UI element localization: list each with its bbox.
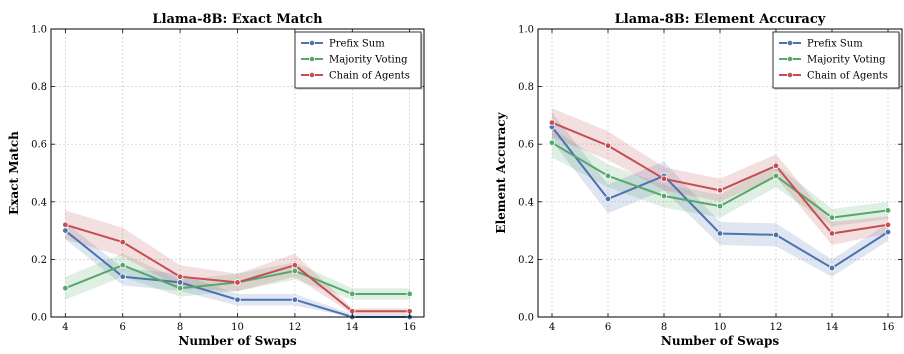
data-point-chain-of-agents [234, 279, 241, 286]
data-point-majority-voting [176, 285, 184, 292]
data-point-chain-of-agents [291, 261, 299, 269]
x-tick-label: 4 [549, 322, 555, 333]
y-tick-label: 1.0 [31, 25, 47, 36]
data-point-chain-of-agents [716, 187, 724, 194]
data-point-chain-of-agents [176, 273, 184, 280]
data-point-majority-voting [548, 139, 556, 146]
data-point-majority-voting [291, 267, 299, 275]
data-point-majority-voting [349, 290, 356, 298]
legend-marker-chain-of-agents [309, 72, 315, 78]
x-tick-label: 16 [882, 322, 895, 333]
data-point-majority-voting [828, 214, 836, 221]
y-tick-label: 0.6 [31, 140, 47, 151]
y-tick-label: 0.0 [518, 313, 534, 324]
data-point-majority-voting [716, 202, 724, 210]
data-point-chain-of-agents [884, 221, 892, 229]
data-point-majority-voting [660, 192, 668, 200]
data-point-chain-of-agents [828, 230, 836, 237]
data-point-majority-voting [884, 207, 892, 214]
y-tick-label: 0.2 [31, 255, 47, 266]
legend-marker-prefix-sum [787, 40, 793, 46]
chart-title: Llama-8B: Element Accuracy [615, 12, 826, 27]
legend-label-prefix-sum: Prefix Sum [329, 39, 385, 50]
confidence-band-majority-voting [552, 128, 888, 227]
data-point-prefix-sum [716, 230, 724, 237]
x-tick-label: 14 [346, 322, 359, 333]
data-point-majority-voting [119, 261, 126, 269]
x-tick-label: 8 [177, 322, 183, 333]
data-point-prefix-sum [62, 227, 69, 234]
data-point-prefix-sum [234, 296, 241, 303]
y-axis-label: Exact Match [7, 131, 21, 215]
legend-label-majority-voting: Majority Voting [807, 55, 886, 66]
x-tick-label: 14 [826, 322, 839, 333]
legend-marker-majority-voting [787, 56, 793, 62]
y-tick-label: 0.0 [31, 313, 47, 324]
data-point-prefix-sum [772, 231, 780, 239]
data-point-prefix-sum [604, 195, 612, 203]
legend-marker-chain-of-agents [787, 72, 793, 78]
y-tick-label: 0.6 [518, 140, 534, 151]
data-point-prefix-sum [119, 273, 126, 280]
data-point-chain-of-agents [62, 221, 69, 229]
x-tick-label: 16 [403, 322, 416, 333]
data-point-prefix-sum [291, 296, 299, 303]
y-tick-label: 0.8 [31, 82, 47, 93]
legend: Prefix Sum Majority Voting Chain of Agents [772, 31, 901, 90]
data-point-prefix-sum [828, 264, 836, 272]
x-tick-label: 12 [770, 322, 783, 333]
chart-title: Llama-8B: Exact Match [152, 12, 323, 27]
data-point-majority-voting [604, 172, 612, 180]
data-point-prefix-sum [884, 228, 892, 236]
x-axis-label: Number of Swaps [178, 334, 296, 348]
data-point-prefix-sum [176, 279, 184, 286]
legend: Prefix Sum Majority Voting Chain of Agents [294, 31, 423, 90]
y-tick-label: 0.8 [518, 82, 534, 93]
x-axis-label: Number of Swaps [661, 334, 779, 348]
x-tick-label: 6 [605, 322, 611, 333]
y-tick-label: 1.0 [518, 25, 534, 36]
data-point-chain-of-agents [604, 142, 612, 149]
legend-label-majority-voting: Majority Voting [329, 55, 408, 66]
x-tick-label: 12 [289, 322, 302, 333]
y-axis-label: Element Accuracy [494, 111, 508, 233]
legend-label-chain-of-agents: Chain of Agents [329, 71, 410, 82]
x-tick-label: 4 [62, 322, 68, 333]
x-tick-label: 10 [231, 322, 244, 333]
x-tick-label: 10 [714, 322, 727, 333]
data-point-chain-of-agents [119, 238, 126, 246]
chart-panel-1: 4 6 8 10 12 14 16 0.0 0.2 0.4 0.6 0.8 1.0 Llama-8B: E… [7, 12, 425, 348]
data-point-majority-voting [406, 290, 413, 298]
x-tick-label: 8 [661, 322, 667, 333]
data-point-chain-of-agents [772, 162, 780, 169]
legend-label-chain-of-agents: Chain of Agents [807, 71, 888, 82]
data-point-chain-of-agents [660, 175, 668, 182]
legend-label-prefix-sum: Prefix Sum [807, 39, 863, 50]
confidence-band-chain-of-agents [552, 108, 888, 245]
y-tick-label: 0.4 [518, 197, 534, 208]
data-point-majority-voting [62, 285, 69, 292]
y-tick-label: 0.4 [31, 197, 47, 208]
legend-marker-prefix-sum [309, 40, 315, 46]
data-point-majority-voting [772, 172, 780, 180]
legend-marker-majority-voting [309, 56, 315, 62]
x-tick-label: 6 [120, 322, 126, 333]
chart-panel-2: 4 6 8 10 12 14 16 0.0 0.2 0.4 0.6 0.8 1.0 Llama-8B: E… [494, 12, 903, 348]
y-tick-label: 0.2 [518, 255, 534, 266]
data-point-chain-of-agents [548, 119, 556, 126]
